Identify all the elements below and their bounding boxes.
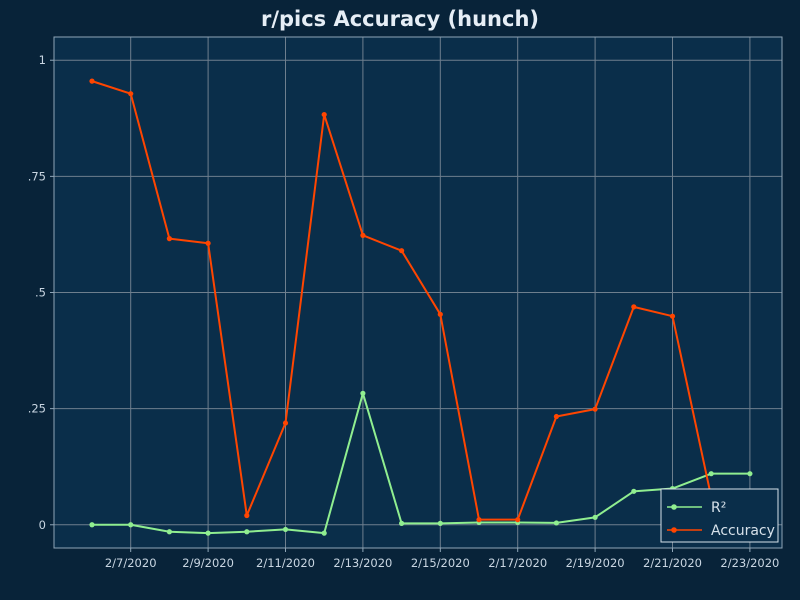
series-group: [89, 78, 753, 536]
x-tick-label: 2/19/2020: [566, 556, 625, 570]
x-tick-label: 2/21/2020: [643, 556, 702, 570]
data-point-accuracy: [166, 236, 172, 242]
data-point-r-squared: [282, 526, 289, 533]
data-point-accuracy: [592, 406, 598, 412]
x-tick-label: 2/15/2020: [411, 556, 470, 570]
legend-label-r-squared: R²: [711, 500, 726, 516]
y-tick-label: .5: [35, 286, 46, 300]
data-point-r-squared: [321, 530, 327, 536]
data-point-r-squared: [244, 529, 250, 535]
data-point-accuracy: [282, 420, 289, 426]
y-axis: 0 .25 .5 .75 1: [28, 53, 54, 532]
grid-lines: [54, 37, 782, 548]
y-tick-label: .75: [28, 169, 46, 183]
data-point-accuracy: [437, 311, 443, 317]
data-point-accuracy: [89, 78, 95, 84]
legend-box: [660, 488, 779, 543]
data-point-r-squared: [399, 520, 405, 526]
series-line-r-squared: [92, 392, 750, 535]
y-tick-label: 0: [39, 518, 46, 532]
x-tick-label: 2/11/2020: [256, 556, 315, 570]
chart-title: r/pics Accuracy (hunch): [261, 7, 539, 31]
data-point-r-squared: [128, 522, 134, 528]
data-point-r-squared: [747, 471, 753, 477]
legend-marker-r-squared: [671, 504, 677, 510]
data-point-r-squared: [360, 390, 366, 396]
data-point-r-squared: [553, 520, 560, 526]
data-point-r-squared: [89, 522, 95, 528]
series-accuracy: [89, 78, 714, 523]
y-tick-label: 1: [39, 53, 46, 67]
data-point-r-squared: [631, 488, 637, 494]
data-point-accuracy: [360, 232, 366, 238]
data-point-accuracy: [128, 91, 134, 97]
legend: R² Accuracy: [660, 488, 779, 543]
data-point-accuracy: [399, 248, 405, 254]
series-r-squared: [89, 390, 753, 536]
x-axis: 2/7/2020 2/9/2020 2/11/2020 2/13/2020 2/15/2…: [105, 548, 779, 570]
x-tick-label: 2/9/2020: [182, 556, 234, 570]
x-tick-label: 2/23/2020: [720, 556, 779, 570]
x-tick-label: 2/7/2020: [105, 556, 157, 570]
y-tick-label: .25: [28, 402, 46, 416]
data-point-accuracy: [631, 304, 637, 310]
data-point-r-squared: [166, 529, 172, 535]
data-point-r-squared: [592, 514, 598, 520]
data-point-r-squared: [205, 530, 211, 536]
data-point-accuracy: [321, 111, 327, 118]
legend-label-accuracy: Accuracy: [711, 523, 775, 539]
data-point-accuracy: [205, 240, 211, 246]
data-point-accuracy: [669, 313, 676, 319]
data-point-accuracy: [553, 413, 560, 420]
data-point-r-squared: [708, 471, 714, 477]
data-point-r-squared: [437, 520, 443, 526]
x-tick-label: 2/13/2020: [333, 556, 392, 570]
data-point-accuracy: [515, 517, 521, 523]
plot-frame: [53, 36, 783, 549]
data-point-accuracy: [476, 517, 482, 523]
legend-marker-accuracy: [671, 527, 677, 533]
x-tick-label: 2/17/2020: [488, 556, 547, 570]
data-point-accuracy: [244, 512, 250, 519]
